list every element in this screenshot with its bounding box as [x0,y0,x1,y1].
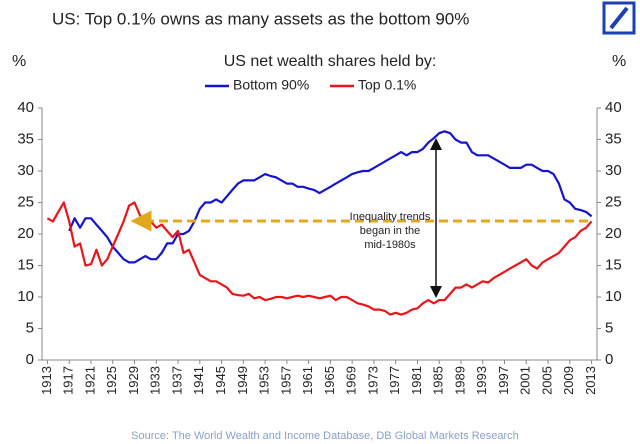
legend: Bottom 90% Top 0.1% [205,77,416,93]
y2-tick-label: 5 [605,319,613,336]
y-tick-label: 35 [17,130,34,147]
plot: 0 5 10 15 20 25 30 35 40 0 5 10 15 20 25 30 35 40 1913 1917… [17,99,621,395]
x-tick-label: 2013 [583,366,598,395]
x-tick-label: 1957 [278,366,293,395]
y2-axis-label: % [612,53,626,70]
x-tick-label: 1973 [365,366,380,395]
x-tick-label: 1921 [82,366,97,395]
y-axis-label: % [12,53,26,70]
y2-tick-label: 0 [605,351,613,368]
x-tick-label: 1993 [474,366,489,395]
x-tick-label: 1985 [431,366,446,395]
series-line [46,201,593,316]
x-tick-label: 1945 [213,366,228,395]
x-tick-label: 1937 [169,366,184,395]
series-line [68,130,593,264]
y2-tick-label: 40 [605,99,622,116]
y-tick-label: 5 [26,319,34,336]
chart-title: US: Top 0.1% owns as many assets as the … [52,9,469,28]
x-tick-label: 1933 [148,366,163,395]
x-tick-label: 1961 [300,366,315,395]
annotation-text: mid-1980s [364,239,416,251]
y-tick-label: 10 [17,288,34,305]
y2-tick-label: 30 [605,162,622,179]
logo [602,1,636,35]
x-tick-label: 2001 [518,366,533,395]
x-tick-label: 1917 [61,366,76,395]
legend-label: Top 0.1% [358,77,416,93]
y2-tick-label: 35 [605,130,622,147]
y-tick-label: 0 [26,351,34,368]
annotation-text: Inequality trends [350,211,431,223]
y-tick-label: 40 [17,99,34,116]
y-tick-label: 30 [17,162,34,179]
x-tick-label: 1969 [344,366,359,395]
y2-tick-label: 10 [605,288,622,305]
x-tick-label: 1965 [322,366,337,395]
annotation: Inequality trends began in the mid-1980s [130,138,588,298]
y-tick-label: 25 [17,193,34,210]
x-tick-label: 1925 [104,366,119,395]
y2-tick-label: 20 [605,225,622,242]
x-tick-label: 1977 [387,366,402,395]
x-tick-label: 1989 [452,366,467,395]
x-tick-label: 1913 [39,366,54,395]
x-tick-label: 1929 [126,366,141,395]
annotation-text: began in the [360,225,421,237]
x-tick-label: 2005 [539,366,554,395]
y-tick-label: 15 [17,256,34,273]
x-tick-label: 1941 [191,366,206,395]
subtitle: US net wealth shares held by: [224,53,437,70]
source: Source: The World Wealth and Income Data… [131,430,519,442]
x-tick-label: 1949 [235,366,250,395]
y2-tick-label: 25 [605,193,622,210]
x-tick-label: 1997 [496,366,511,395]
x-tick-label: 1981 [409,366,424,395]
legend-label: Bottom 90% [233,77,309,93]
x-tick-label: 1953 [257,366,272,395]
y-tick-label: 20 [17,225,34,242]
x-tick-label: 2009 [561,366,576,395]
y2-tick-label: 15 [605,256,622,273]
